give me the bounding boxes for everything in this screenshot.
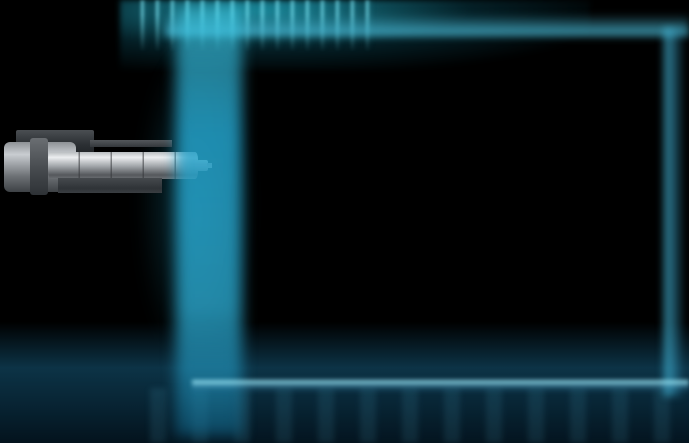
teal-glow-column xyxy=(176,6,242,436)
machine-clamp-ring xyxy=(30,138,48,195)
legend-label-tonghang: 同行注射速度(mm/s) xyxy=(0,6,50,65)
y-tick-label: 40 xyxy=(0,0,18,5)
x-tick-label: 350T xyxy=(0,0,37,17)
y-tick-label: 120 xyxy=(0,0,27,5)
x-tick-label: 150T xyxy=(0,0,37,17)
x-tick-label: 100T xyxy=(0,0,37,17)
y-tick-label: 80 xyxy=(0,0,18,5)
machine-hydraulic-cylinder xyxy=(58,178,162,193)
x-tick-label: 220T xyxy=(0,0,37,17)
injection-molding-machine-photo xyxy=(0,0,230,443)
x-tick-label: 300T xyxy=(0,0,37,17)
panel-bottom-edge-glow xyxy=(192,380,689,393)
y-tick-label: 60 xyxy=(0,0,18,5)
panel-top-edge-glow xyxy=(165,14,689,36)
x-tick-label: 1050T xyxy=(0,0,46,17)
legend-label-shengyue: 胜岳注射速度（mm/s） xyxy=(0,6,72,71)
panel-right-edge-glow xyxy=(664,28,684,396)
x-tick-label: 1200T xyxy=(0,0,46,17)
x-tick-label: 700T xyxy=(0,0,37,17)
y-tick-label: 0 xyxy=(0,0,9,5)
machine-barrel-seams xyxy=(48,152,198,179)
y-tick-label: 20 xyxy=(0,0,18,5)
machine-top-rail xyxy=(90,140,172,147)
x-tick-label: 260T xyxy=(0,0,37,17)
y-tick-label: 100 xyxy=(0,0,27,5)
x-tick-label: 420T xyxy=(0,0,37,17)
x-tick-label: 500T xyxy=(0,0,37,17)
x-tick-label: 180T xyxy=(0,0,37,17)
